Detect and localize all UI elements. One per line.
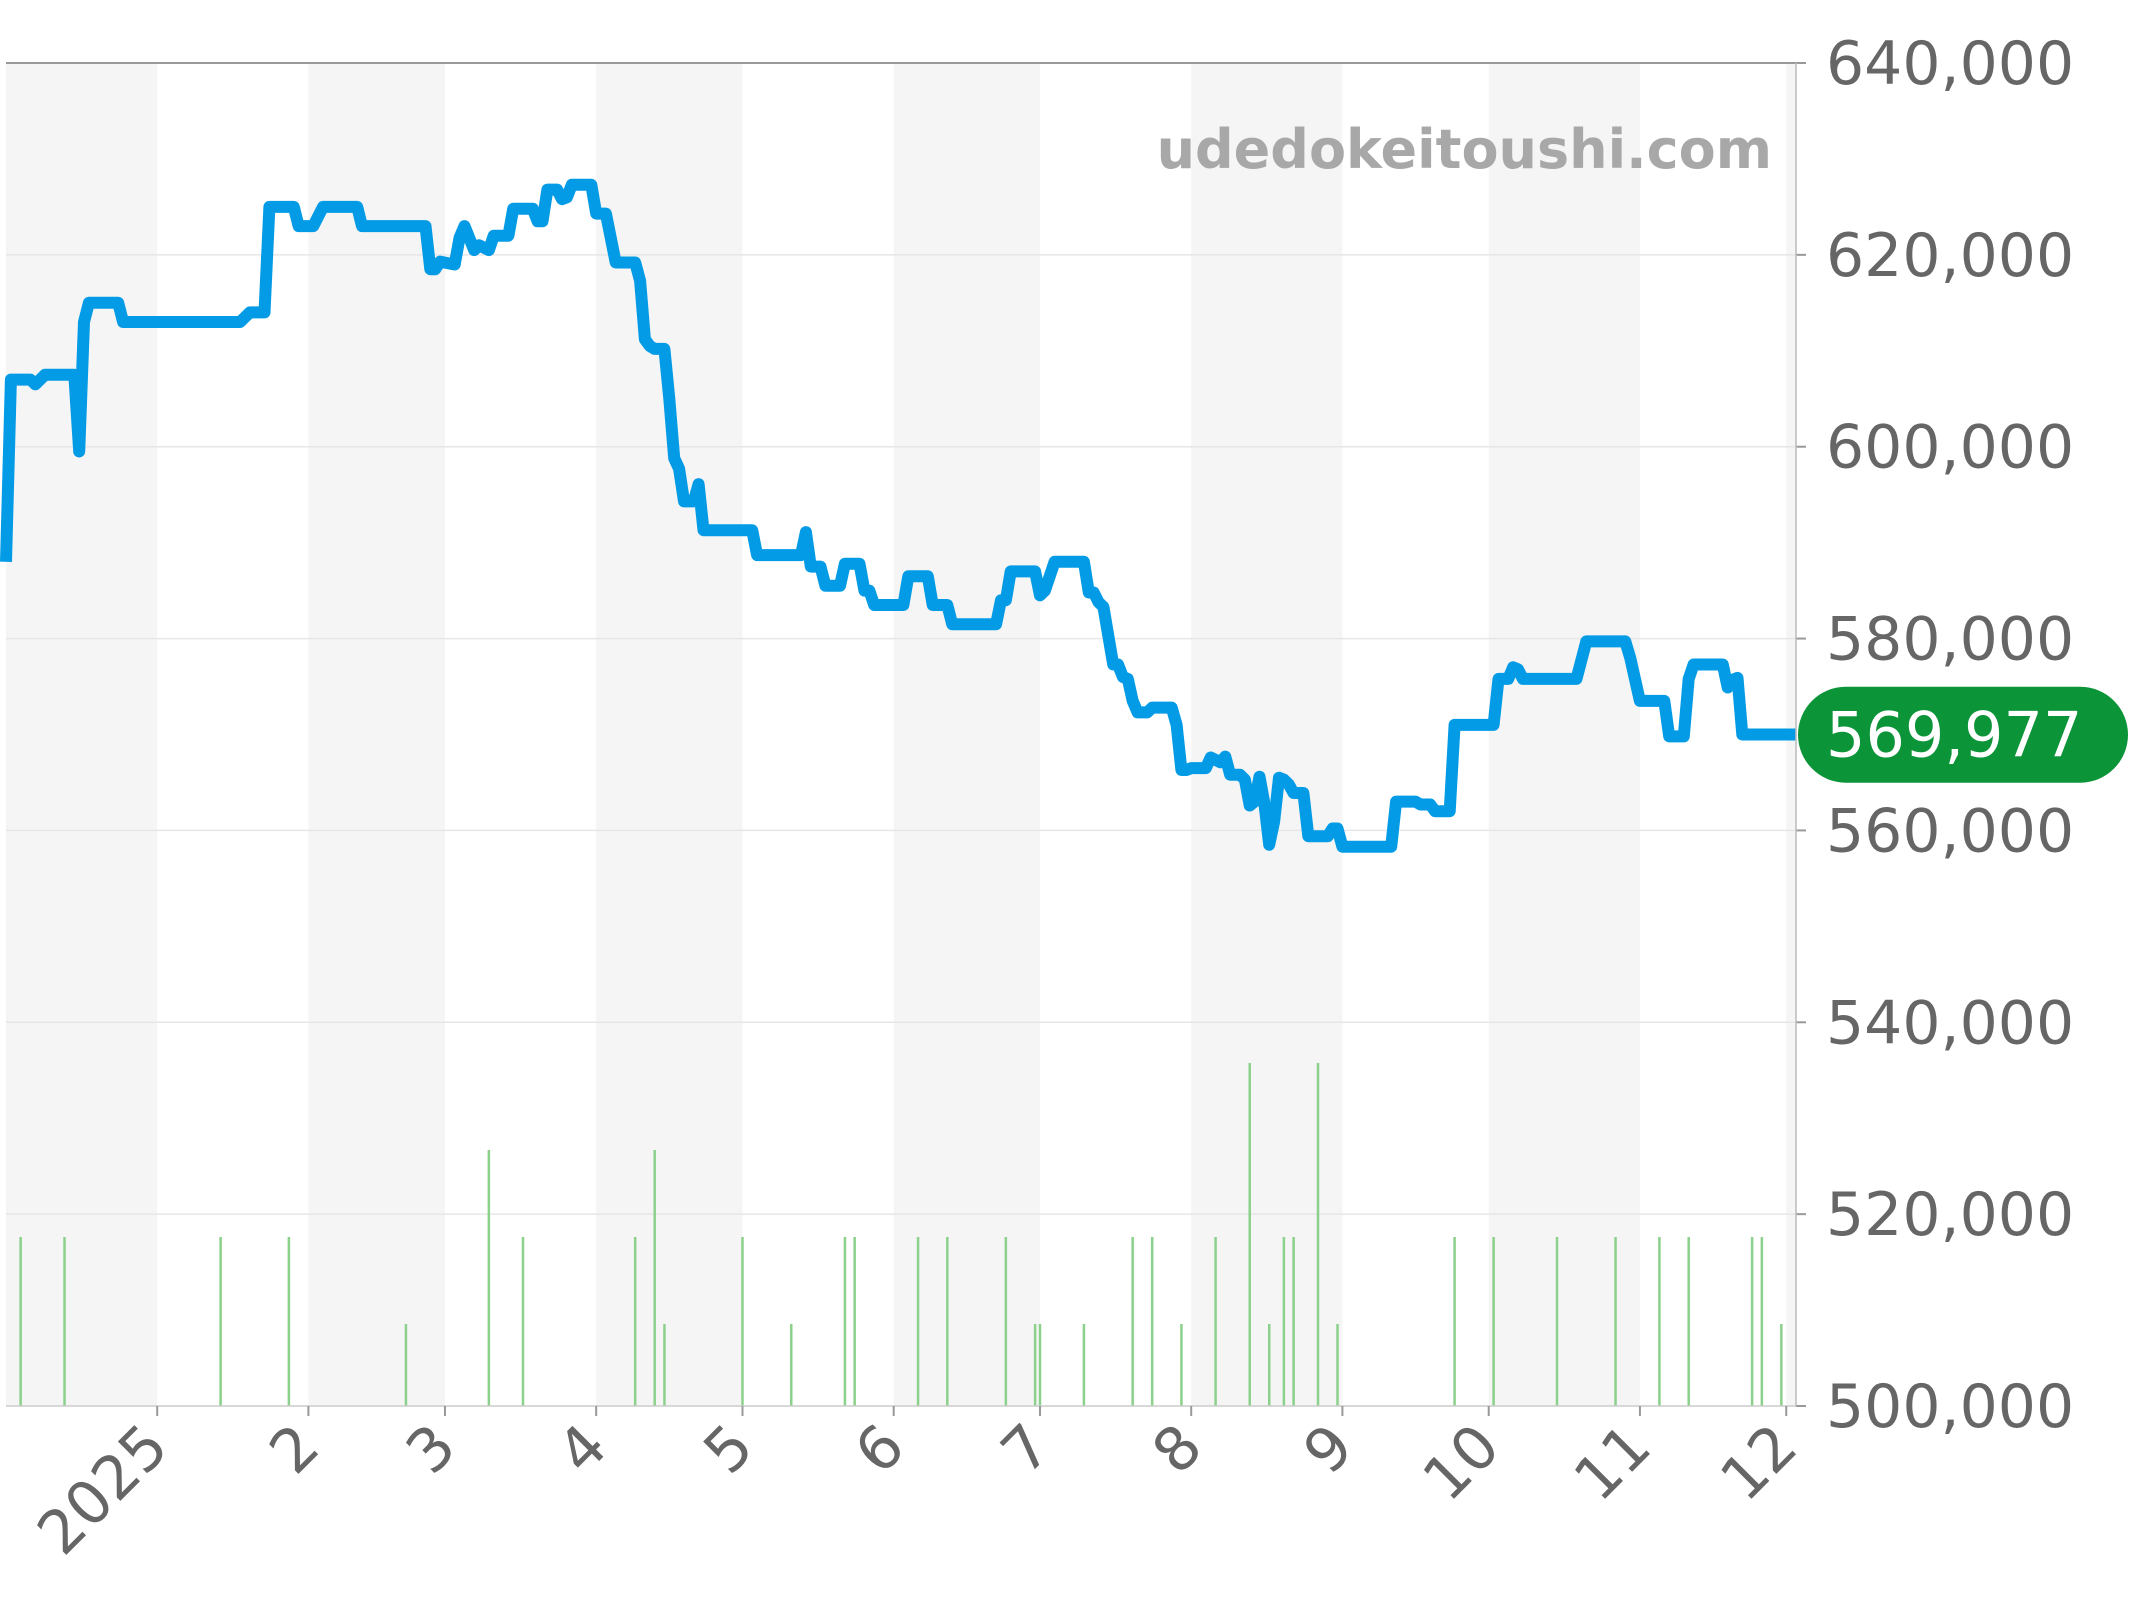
y-tick-label: 500,000: [1826, 1372, 2074, 1442]
y-tick-label: 600,000: [1826, 413, 2074, 483]
y-tick-label: 520,000: [1826, 1180, 2074, 1250]
y-tick-label: 540,000: [1826, 988, 2074, 1058]
x-tick-label: 4: [544, 1411, 621, 1488]
month-band: [1488, 63, 1640, 1406]
month-bands: [6, 63, 1796, 1406]
current-price-label: 569,977: [1826, 699, 2082, 772]
month-band: [596, 63, 743, 1406]
x-tick-label: 11: [1561, 1411, 1664, 1514]
month-band: [6, 63, 158, 1406]
y-tick-label: 560,000: [1826, 796, 2074, 866]
x-tick-label: 6: [842, 1411, 919, 1488]
watermark: udedokeitoushi.com: [1157, 118, 1772, 181]
month-band: [1191, 63, 1343, 1406]
y-tick-label: 620,000: [1826, 221, 2074, 291]
x-tick-label: 9: [1291, 1411, 1368, 1488]
y-tick-label: 640,000: [1826, 29, 2074, 99]
x-tick-label: 3: [393, 1411, 470, 1488]
x-tick-label: 5: [691, 1411, 768, 1488]
month-band: [893, 63, 1041, 1406]
current-price-badge: 569,977: [1798, 686, 2128, 783]
x-tick-label: 8: [1139, 1411, 1216, 1488]
x-tick-label: 10: [1410, 1411, 1513, 1514]
x-axis: 2025 2 3 4 5 6 7 8 9 10 11 12: [24, 1406, 1811, 1569]
y-axis: 500,000 520,000 540,000 560,000 580,000 600,0…: [6, 29, 2074, 1442]
x-tick-label: 12: [1707, 1411, 1810, 1514]
price-line: [0, 178, 1796, 853]
y-tick-label: 580,000: [1826, 605, 2074, 675]
gridlines: [6, 254, 1796, 1215]
volume-bars: [19, 1063, 1783, 1406]
x-tick-label: 2025: [24, 1411, 181, 1568]
month-band: [308, 63, 445, 1406]
x-tick-label: 7: [988, 1411, 1065, 1488]
current-price-badge-bg: [1798, 686, 2128, 783]
x-tick-label: 2: [257, 1411, 334, 1488]
